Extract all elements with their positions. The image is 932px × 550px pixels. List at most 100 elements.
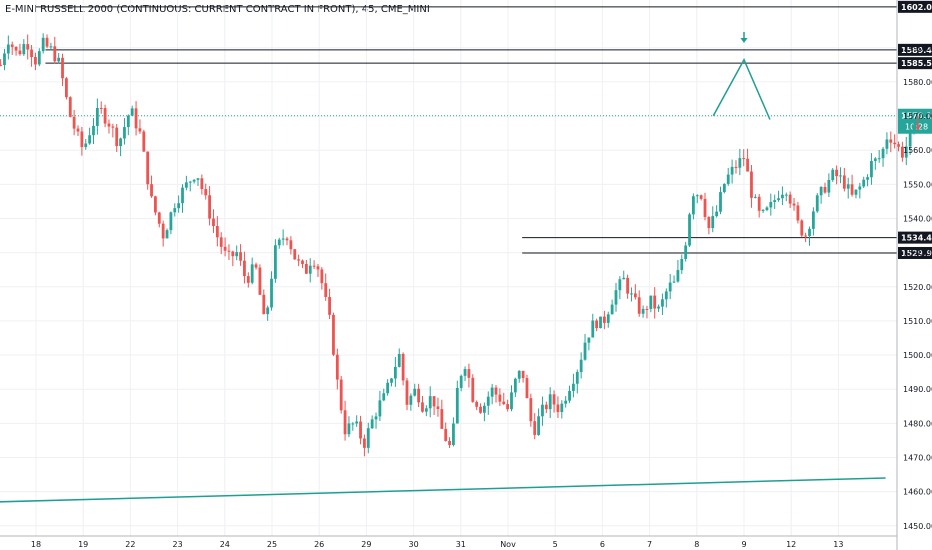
candle-body <box>332 314 335 355</box>
candle-body <box>173 208 177 213</box>
candle-body <box>719 192 722 212</box>
candle-body <box>606 314 610 323</box>
candle-body <box>908 133 912 147</box>
candle-body <box>622 277 626 280</box>
candle-body <box>219 237 223 247</box>
candle-body <box>452 423 455 445</box>
y-tick-label: 1450.00 <box>903 522 932 531</box>
candle-body <box>99 107 103 109</box>
x-tick-label: 26 <box>314 540 324 549</box>
x-tick-label: 22 <box>125 540 135 549</box>
candle-body <box>215 226 219 238</box>
candle-body <box>239 252 242 261</box>
candle-body <box>421 402 424 412</box>
x-tick-label: 24 <box>220 540 230 549</box>
candle-body <box>246 276 250 283</box>
candle-body <box>266 307 270 315</box>
candle-body <box>862 179 866 187</box>
candle-body <box>459 375 463 388</box>
candle-body <box>262 294 266 315</box>
candle-body <box>757 196 761 211</box>
candle-body <box>881 148 885 159</box>
candle-body <box>316 266 320 270</box>
candle-body <box>792 203 796 206</box>
candle-body <box>661 299 664 307</box>
candle-body <box>455 387 459 424</box>
level-label: 1585.50 <box>901 59 932 68</box>
candle-body <box>76 128 80 132</box>
candle-body <box>777 198 780 201</box>
candle-body <box>254 264 258 268</box>
level-label-bg <box>898 231 932 244</box>
candle-body <box>889 139 893 143</box>
candle-body <box>273 245 277 279</box>
candle-body <box>157 212 161 224</box>
candle-body <box>672 281 676 283</box>
candle-body <box>490 387 494 397</box>
candle-body <box>68 97 72 117</box>
x-tick-label: 12 <box>786 540 796 549</box>
candle-body <box>734 166 738 168</box>
candle-body <box>877 158 881 160</box>
level-label-bg <box>898 0 932 13</box>
candle-body <box>285 238 289 241</box>
candle-body <box>297 259 301 261</box>
candle-body <box>823 186 827 193</box>
candle-body <box>711 216 715 229</box>
candle-body <box>846 184 850 189</box>
candle-body <box>699 195 703 199</box>
candle-body <box>378 400 382 417</box>
candle-body <box>154 196 157 213</box>
candle-body <box>277 239 281 246</box>
candle-body <box>304 263 308 274</box>
candle-body <box>788 194 792 204</box>
x-tick-label: 29 <box>361 540 371 549</box>
candle-body <box>0 64 2 66</box>
candle-body <box>142 131 146 152</box>
y-tick-label: 1470.00 <box>903 453 932 462</box>
level-label-bg <box>898 43 932 56</box>
candle-body <box>502 401 506 405</box>
candle-body <box>653 295 657 309</box>
candle-body <box>463 369 467 376</box>
candle-body <box>417 388 421 403</box>
candle-body <box>270 278 273 308</box>
candle-body <box>746 158 749 172</box>
candle-body <box>676 270 680 282</box>
candle-body <box>525 378 529 399</box>
candle-body <box>483 405 486 413</box>
candle-body <box>537 416 540 435</box>
candle-body <box>393 366 397 379</box>
candle-body <box>10 44 14 47</box>
candle-body <box>870 161 873 178</box>
candle-body <box>258 267 262 295</box>
candle-body <box>684 245 688 259</box>
candle-body <box>250 264 254 283</box>
candle-body <box>374 416 378 420</box>
candle-body <box>64 78 68 98</box>
x-tick-label: 18 <box>31 540 41 549</box>
x-tick-label: 13 <box>833 540 843 549</box>
candle-body <box>95 107 99 126</box>
candle-body <box>568 390 571 401</box>
candle-body <box>204 189 208 196</box>
x-tick-label: 31 <box>456 540 466 549</box>
candle-body <box>37 51 41 65</box>
candle-body <box>858 186 862 190</box>
candle-body <box>80 131 84 148</box>
chart-title: E-MINI RUSSELL 2000 (CONTINUOUS: CURRENT… <box>5 4 430 15</box>
candle-body <box>281 238 285 240</box>
candle-body <box>366 428 370 448</box>
candle-body <box>289 240 293 250</box>
candle-body <box>564 400 568 404</box>
candle-body <box>138 128 142 132</box>
candle-body <box>827 179 831 193</box>
x-tick-label: 5 <box>553 540 558 549</box>
candle-body <box>126 115 130 128</box>
candle-body <box>494 387 498 395</box>
candle-body <box>355 421 359 424</box>
candle-body <box>533 421 537 435</box>
candle-body <box>235 252 239 257</box>
